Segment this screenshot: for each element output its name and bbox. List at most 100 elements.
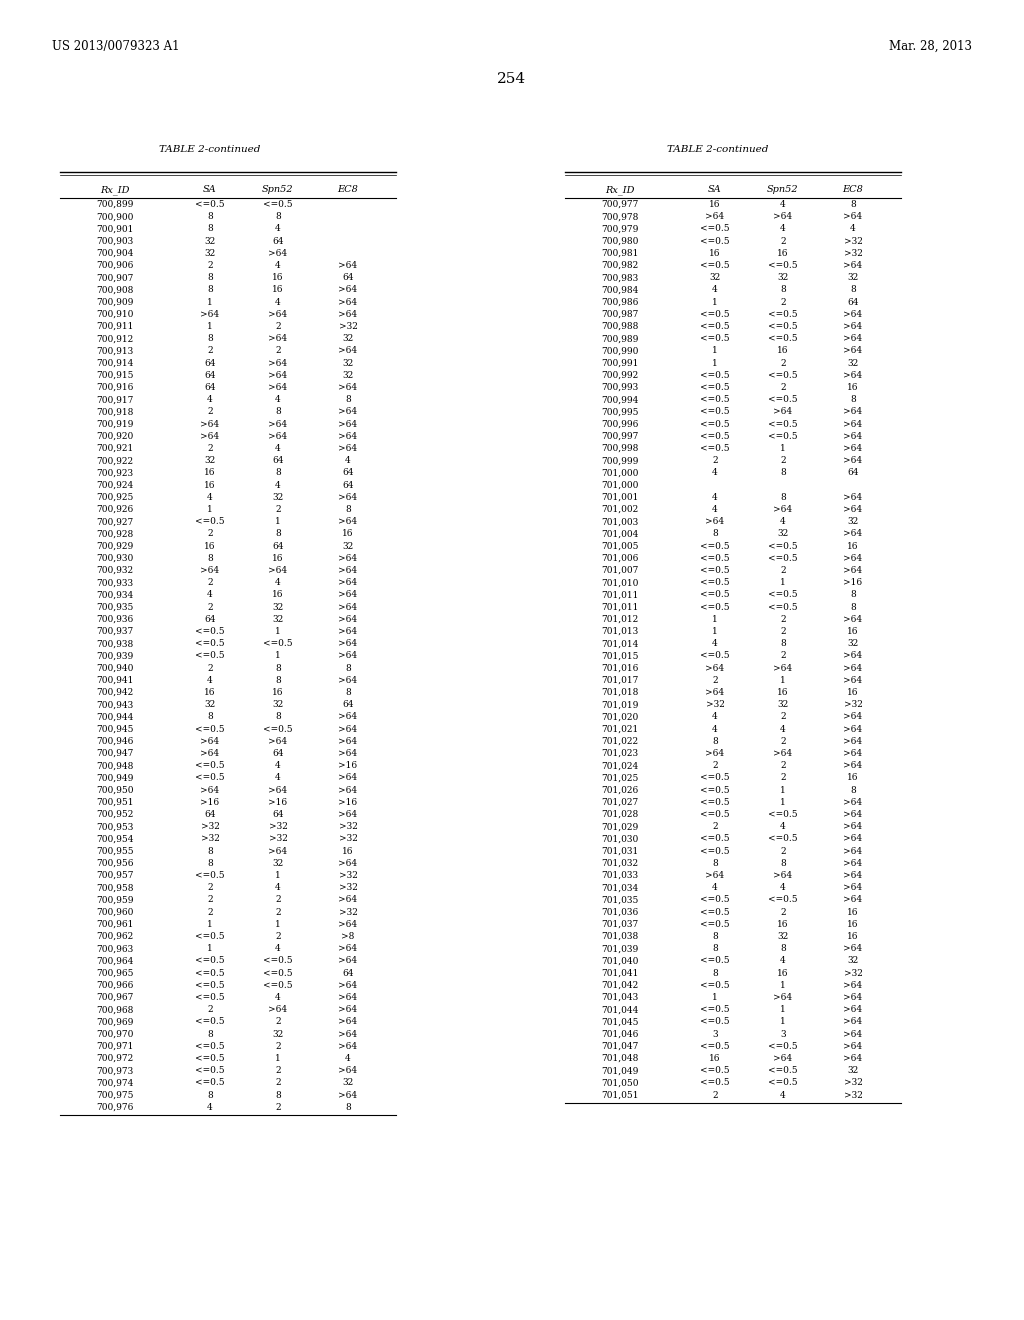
Text: 16: 16: [777, 346, 788, 355]
Text: >64: >64: [773, 408, 793, 416]
Text: 4: 4: [345, 457, 351, 465]
Text: 16: 16: [204, 688, 216, 697]
Text: 4: 4: [275, 480, 281, 490]
Text: 700,971: 700,971: [96, 1041, 134, 1051]
Text: 4: 4: [207, 590, 213, 599]
Text: <=0.5: <=0.5: [700, 224, 730, 234]
Text: 2: 2: [712, 676, 718, 685]
Text: 16: 16: [847, 920, 859, 929]
Text: 701,045: 701,045: [601, 1018, 639, 1027]
Text: 1: 1: [207, 944, 213, 953]
Text: >64: >64: [844, 883, 862, 892]
Text: 8: 8: [780, 492, 785, 502]
Text: 8: 8: [207, 285, 213, 294]
Text: >64: >64: [339, 920, 357, 929]
Text: 700,943: 700,943: [96, 700, 133, 709]
Text: 64: 64: [272, 748, 284, 758]
Text: <=0.5: <=0.5: [700, 846, 730, 855]
Text: >64: >64: [339, 566, 357, 576]
Text: 16: 16: [847, 932, 859, 941]
Text: 254: 254: [498, 73, 526, 86]
Text: >64: >64: [844, 1006, 862, 1014]
Text: 700,929: 700,929: [96, 541, 133, 550]
Text: >64: >64: [844, 322, 862, 331]
Text: >64: >64: [339, 1006, 357, 1014]
Text: <=0.5: <=0.5: [196, 1041, 225, 1051]
Text: 64: 64: [204, 371, 216, 380]
Text: 701,000: 701,000: [601, 480, 639, 490]
Text: >64: >64: [339, 1067, 357, 1076]
Text: >64: >64: [339, 420, 357, 429]
Text: <=0.5: <=0.5: [700, 371, 730, 380]
Text: 700,942: 700,942: [96, 688, 133, 697]
Text: 2: 2: [207, 603, 213, 611]
Text: >64: >64: [844, 664, 862, 673]
Text: <=0.5: <=0.5: [700, 810, 730, 818]
Text: <=0.5: <=0.5: [196, 201, 225, 209]
Text: >32: >32: [339, 871, 357, 880]
Text: <=0.5: <=0.5: [768, 810, 798, 818]
Text: >64: >64: [844, 944, 862, 953]
Text: 8: 8: [207, 554, 213, 562]
Text: >64: >64: [844, 420, 862, 429]
Text: 2: 2: [712, 457, 718, 465]
Text: 4: 4: [780, 224, 785, 234]
Text: >64: >64: [268, 371, 288, 380]
Text: 1: 1: [780, 981, 785, 990]
Text: 700,950: 700,950: [96, 785, 134, 795]
Text: 4: 4: [780, 822, 785, 832]
Text: >64: >64: [339, 408, 357, 416]
Text: <=0.5: <=0.5: [700, 908, 730, 916]
Text: 32: 32: [342, 541, 353, 550]
Text: 700,926: 700,926: [96, 506, 133, 513]
Text: <=0.5: <=0.5: [263, 639, 293, 648]
Text: 700,911: 700,911: [96, 322, 134, 331]
Text: 700,977: 700,977: [601, 201, 639, 209]
Text: >32: >32: [339, 834, 357, 843]
Text: 700,951: 700,951: [96, 797, 134, 807]
Text: <=0.5: <=0.5: [196, 993, 225, 1002]
Text: <=0.5: <=0.5: [768, 395, 798, 404]
Text: >64: >64: [268, 334, 288, 343]
Text: 4: 4: [850, 224, 856, 234]
Text: 32: 32: [777, 700, 788, 709]
Text: 700,934: 700,934: [96, 590, 133, 599]
Text: >32: >32: [339, 822, 357, 832]
Text: Spn52: Spn52: [767, 185, 799, 194]
Text: 701,038: 701,038: [601, 932, 639, 941]
Text: >64: >64: [339, 517, 357, 527]
Text: 700,991: 700,991: [601, 359, 639, 367]
Text: 16: 16: [777, 920, 788, 929]
Text: 16: 16: [204, 469, 216, 478]
Text: 700,918: 700,918: [96, 408, 134, 416]
Text: 1: 1: [207, 297, 213, 306]
Text: 8: 8: [207, 713, 213, 722]
Text: 1: 1: [275, 920, 281, 929]
Text: 32: 32: [272, 603, 284, 611]
Text: 2: 2: [780, 846, 785, 855]
Text: 700,974: 700,974: [96, 1078, 134, 1088]
Text: >64: >64: [339, 297, 357, 306]
Text: >32: >32: [339, 908, 357, 916]
Text: 32: 32: [342, 334, 353, 343]
Text: >64: >64: [339, 651, 357, 660]
Text: >64: >64: [339, 627, 357, 636]
Text: <=0.5: <=0.5: [700, 834, 730, 843]
Text: 2: 2: [207, 346, 213, 355]
Text: <=0.5: <=0.5: [700, 541, 730, 550]
Text: >64: >64: [268, 566, 288, 576]
Text: 700,967: 700,967: [96, 993, 134, 1002]
Text: <=0.5: <=0.5: [768, 1041, 798, 1051]
Text: 64: 64: [847, 469, 859, 478]
Text: <=0.5: <=0.5: [700, 797, 730, 807]
Text: <=0.5: <=0.5: [700, 261, 730, 271]
Text: >64: >64: [844, 993, 862, 1002]
Text: 32: 32: [272, 859, 284, 867]
Text: 4: 4: [275, 261, 281, 271]
Text: <=0.5: <=0.5: [768, 322, 798, 331]
Text: 4: 4: [275, 297, 281, 306]
Text: 4: 4: [207, 492, 213, 502]
Text: 8: 8: [345, 395, 351, 404]
Text: 701,039: 701,039: [601, 944, 639, 953]
Text: 700,955: 700,955: [96, 846, 134, 855]
